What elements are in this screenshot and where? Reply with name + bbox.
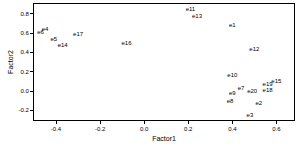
- svg-text:e1: e1: [229, 22, 236, 28]
- svg-text:e10: e10: [227, 72, 238, 78]
- svg-text:e15: e15: [271, 78, 282, 84]
- svg-text:e11: e11: [186, 6, 196, 12]
- svg-text:-0.2: -0.2: [95, 126, 106, 132]
- svg-text:0.4: 0.4: [20, 49, 29, 55]
- svg-text:e3: e3: [247, 112, 254, 118]
- svg-text:e19: e19: [263, 81, 274, 87]
- svg-text:0.0: 0.0: [140, 126, 149, 132]
- svg-text:e20: e20: [247, 88, 258, 94]
- svg-text:e9: e9: [229, 90, 236, 96]
- svg-text:e12: e12: [249, 46, 260, 52]
- svg-text:0.6: 0.6: [20, 30, 29, 36]
- svg-text:e5: e5: [50, 36, 57, 42]
- svg-text:0.2: 0.2: [184, 126, 193, 132]
- svg-text:e13: e13: [192, 13, 203, 19]
- svg-text:e6: e6: [37, 29, 44, 35]
- svg-text:-0.4: -0.4: [51, 126, 62, 132]
- svg-text:0.0: 0.0: [20, 88, 29, 94]
- svg-text:e2: e2: [255, 100, 262, 106]
- svg-text:0.2: 0.2: [20, 69, 29, 75]
- svg-text:e4: e4: [42, 26, 49, 32]
- svg-text:e7: e7: [238, 85, 245, 91]
- svg-text:0.6: 0.6: [272, 126, 281, 132]
- svg-text:e18: e18: [263, 87, 274, 93]
- svg-text:e16: e16: [122, 40, 133, 46]
- svg-text:-0.2: -0.2: [18, 107, 29, 113]
- svg-text:Factor1: Factor1: [152, 135, 176, 142]
- svg-text:e17: e17: [73, 31, 84, 37]
- svg-text:e8: e8: [227, 98, 234, 104]
- svg-text:0.8: 0.8: [20, 11, 29, 17]
- svg-text:e14: e14: [58, 42, 69, 48]
- svg-text:Factor2: Factor2: [7, 50, 14, 74]
- svg-text:0.4: 0.4: [228, 126, 237, 132]
